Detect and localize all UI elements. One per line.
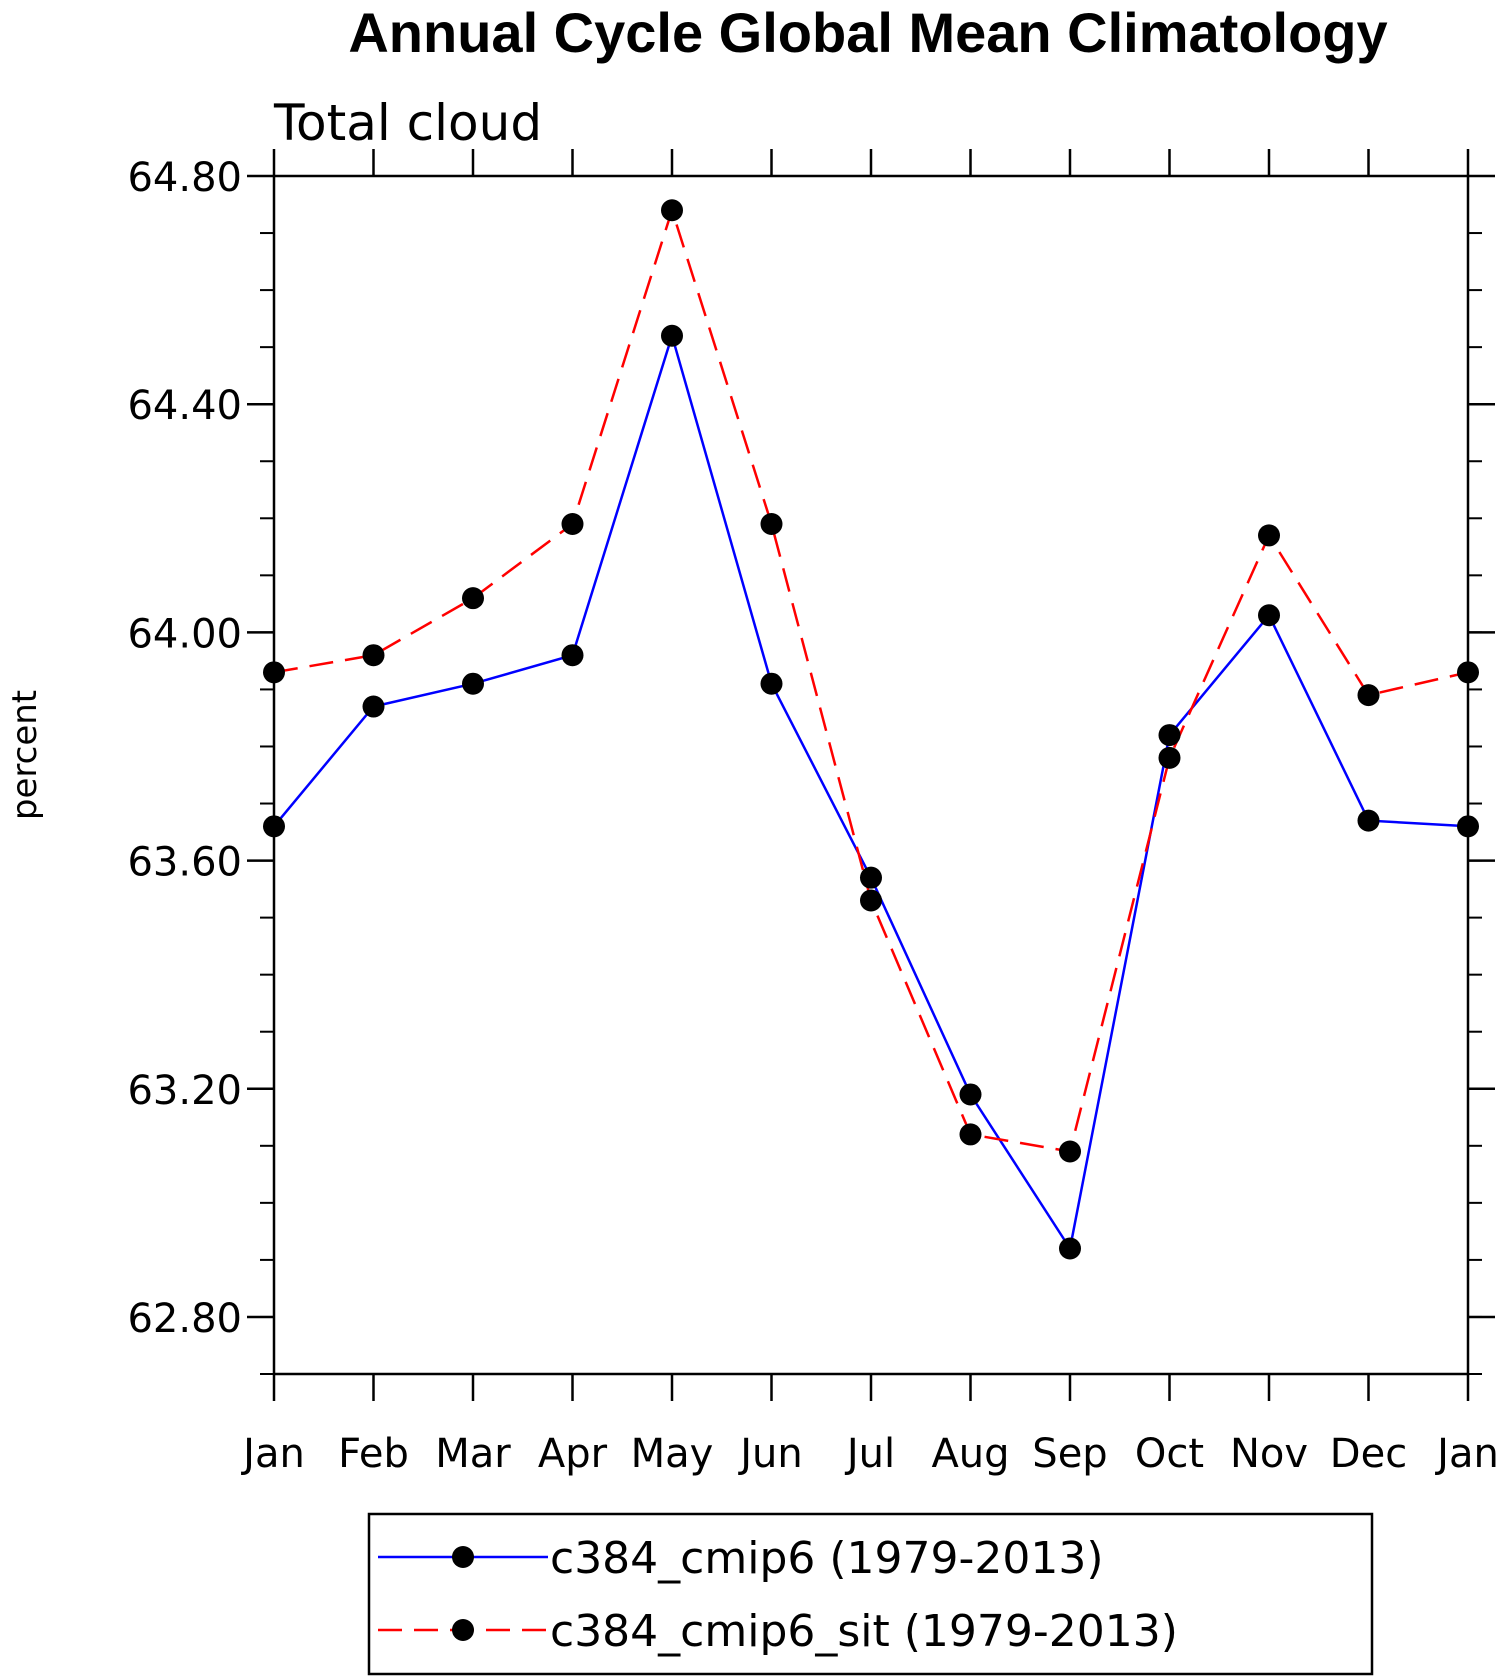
data-point-series-1 xyxy=(860,866,882,889)
y-axis-label: percent xyxy=(5,690,45,820)
series-line-1 xyxy=(273,331,1469,1252)
data-point-series-1 xyxy=(263,815,285,838)
y-tick-label: 62.80 xyxy=(127,1296,242,1342)
x-tick-label: Apr xyxy=(538,1431,608,1477)
data-point-series-2 xyxy=(959,1123,982,1146)
series-layer xyxy=(263,199,1479,1260)
x-tick-label: May xyxy=(631,1431,714,1477)
y-tick-label: 63.20 xyxy=(127,1068,242,1114)
x-tick-label: Jan xyxy=(240,1431,305,1477)
data-point-series-1 xyxy=(462,672,484,695)
data-point-series-1 xyxy=(561,644,584,667)
data-point-series-2 xyxy=(1357,684,1380,707)
data-point-series-1 xyxy=(760,672,783,695)
data-point-series-2 xyxy=(661,199,683,222)
data-point-series-1 xyxy=(959,1083,982,1106)
data-point-series-2 xyxy=(462,587,484,610)
x-tick-label: Dec xyxy=(1330,1431,1407,1477)
legend-label-1: c384_cmip6 (1979-2013) xyxy=(550,1533,1104,1584)
y-tick-label: 63.60 xyxy=(127,840,242,886)
data-point-series-2 xyxy=(1258,524,1280,547)
legend: c384_cmip6 (1979-2013) c384_cmip6_sit (19… xyxy=(378,1533,1178,1657)
x-tick-label: Oct xyxy=(1135,1431,1204,1477)
data-point-series-1 xyxy=(1357,809,1380,832)
y-tick-label: 64.00 xyxy=(127,611,242,657)
series-line-2 xyxy=(273,206,1469,1153)
chart-title: Annual Cycle Global Mean Climatology xyxy=(348,1,1387,64)
legend-marker-2 xyxy=(452,1619,474,1641)
plot-frame xyxy=(272,174,1470,1376)
x-tick-label: Feb xyxy=(338,1431,409,1477)
data-point-series-2 xyxy=(263,661,285,684)
data-point-series-1 xyxy=(1059,1237,1081,1260)
y-tick-label: 64.80 xyxy=(127,155,242,201)
data-point-series-2 xyxy=(1158,746,1181,769)
data-point-series-2 xyxy=(860,889,882,912)
data-point-series-1 xyxy=(1258,604,1280,627)
x-tick-label: Nov xyxy=(1230,1431,1308,1477)
x-tick-label: Mar xyxy=(435,1431,511,1477)
data-point-series-2 xyxy=(362,644,385,667)
data-point-series-1 xyxy=(1158,724,1181,747)
data-point-series-2 xyxy=(760,512,783,535)
y-tick-label: 64.40 xyxy=(127,383,242,429)
data-point-series-1 xyxy=(661,324,683,347)
x-tick-label: Aug xyxy=(931,1431,1009,1477)
data-point-series-2 xyxy=(561,512,584,535)
data-point-series-1 xyxy=(1457,815,1479,838)
legend-box xyxy=(367,1512,1374,1676)
x-tick-label: Sep xyxy=(1032,1431,1107,1477)
data-point-series-1 xyxy=(362,695,385,718)
data-point-series-2 xyxy=(1457,661,1479,684)
x-tick-label: Jan xyxy=(1434,1431,1499,1477)
data-point-series-2 xyxy=(1059,1140,1081,1163)
axes-layer: Jan Feb Mar Apr May Jun Jul Aug Sep Oct Nov Dec Jan 6… xyxy=(127,149,1499,1477)
x-tick-label: Jul xyxy=(844,1431,895,1477)
x-tick-label: Jun xyxy=(737,1431,803,1477)
chart-subtitle: Total cloud xyxy=(273,94,542,152)
legend-label-2: c384_cmip6_sit (1979-2013) xyxy=(550,1606,1178,1657)
legend-marker-1 xyxy=(452,1546,474,1568)
